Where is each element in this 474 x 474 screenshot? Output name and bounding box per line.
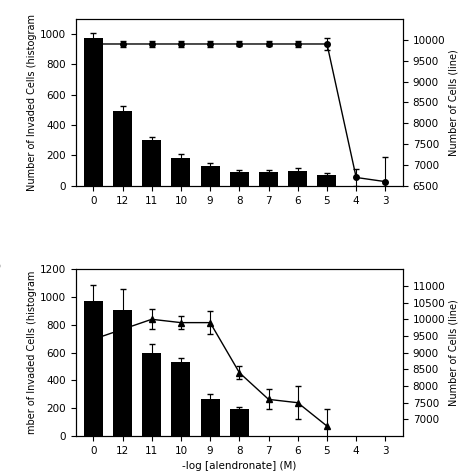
Bar [259, 172, 278, 186]
Bar [84, 38, 103, 186]
Bar [172, 363, 191, 436]
Bar [230, 409, 249, 436]
Y-axis label: Number of Cells (line): Number of Cells (line) [448, 299, 458, 406]
Bar [230, 172, 249, 186]
Bar [113, 111, 132, 186]
X-axis label: -log [alendronate] (M): -log [alendronate] (M) [182, 461, 297, 471]
Bar [201, 166, 219, 186]
Y-axis label: Number of Invaded Cells (histogram: Number of Invaded Cells (histogram [27, 14, 37, 191]
Bar [84, 301, 103, 436]
Bar [113, 310, 132, 436]
Bar [288, 171, 307, 186]
Y-axis label: mber of Invaded Cells (histogram: mber of Invaded Cells (histogram [27, 271, 37, 434]
Y-axis label: Number of Cells (line): Number of Cells (line) [448, 49, 458, 156]
Bar [172, 158, 191, 186]
Bar [142, 353, 161, 436]
Bar [318, 175, 337, 186]
Bar [142, 140, 161, 186]
Bar [201, 399, 219, 436]
